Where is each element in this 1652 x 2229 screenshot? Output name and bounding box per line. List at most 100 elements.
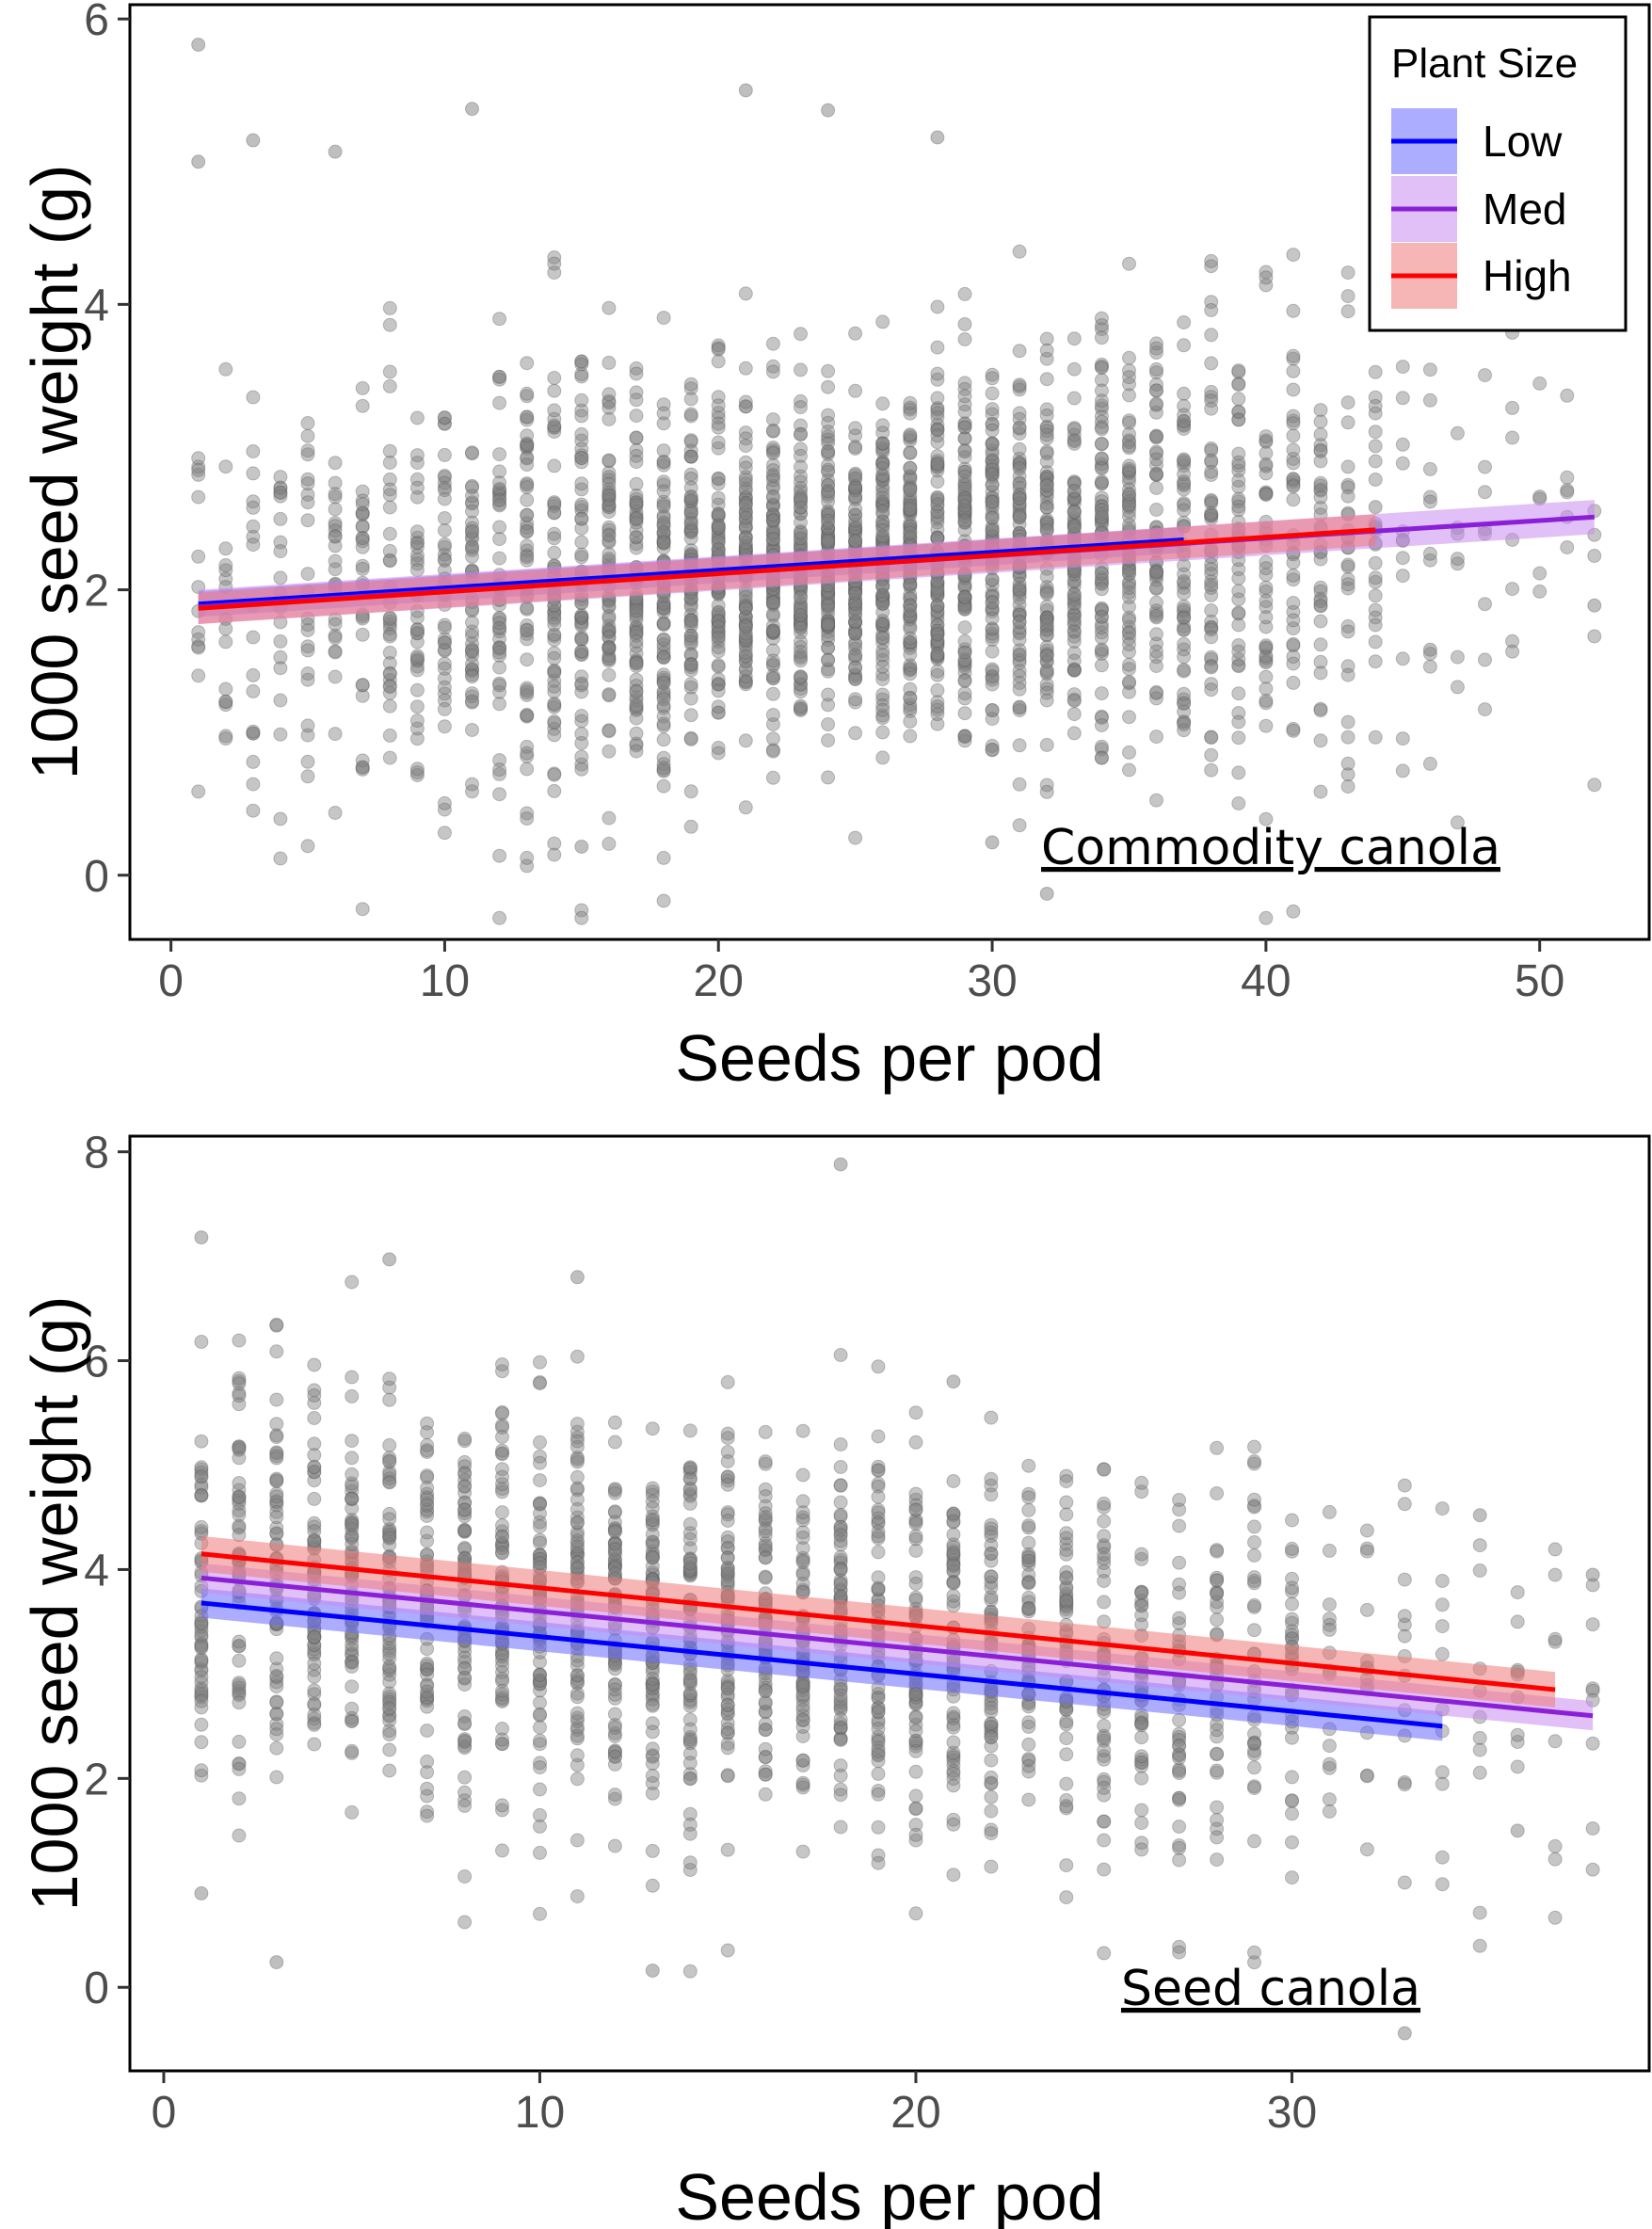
data-point [683,636,698,651]
data-point [794,426,808,441]
data-point [1097,1731,1112,1746]
data-point [629,495,644,510]
data-point [765,514,780,529]
data-point [738,394,753,409]
data-point [1149,659,1163,673]
data-point [957,674,972,688]
data-point [848,524,863,539]
data-point [574,409,589,424]
data-point [300,718,315,733]
data-point [821,444,836,459]
data-point [520,688,535,702]
data-point [1395,551,1410,566]
data-point [300,513,315,528]
data-point [1397,1609,1412,1624]
data-point [1012,490,1027,505]
data-point [794,610,808,625]
data-point [794,500,808,515]
data-point [738,520,753,535]
data-point [547,698,562,713]
data-point [520,516,535,531]
data-point [908,1405,923,1420]
data-point [1368,634,1383,649]
data-point [738,630,753,645]
data-point [328,628,343,643]
data-point [656,633,671,648]
data-point [985,467,1000,482]
data-point [1510,1759,1525,1774]
data-point [683,660,698,675]
data-point [1286,428,1301,443]
data-point [345,1370,360,1385]
data-point [1397,1777,1412,1792]
data-point [738,609,753,624]
data-point [821,584,836,599]
data-point [930,474,945,489]
data-point [1472,1765,1487,1780]
data-point [574,547,589,562]
data-point [711,614,726,629]
data-point [569,1270,585,1285]
data-point [1313,552,1328,567]
data-point [848,649,863,664]
data-point [520,389,535,404]
data-point [1286,382,1301,397]
data-point [875,514,890,529]
data-point [465,656,479,671]
data-point [300,495,315,510]
data-point [1450,649,1465,665]
data-point [601,411,617,426]
data-point [711,490,726,505]
data-point [1134,1716,1149,1731]
data-point [629,726,644,741]
data-point [1122,370,1136,385]
data-point [300,617,315,633]
x-tick-label: 0 [152,2088,177,2138]
data-point [848,695,863,710]
data-point [833,1788,848,1803]
data-point [711,420,726,435]
data-point [601,492,617,507]
data-point [682,1482,698,1496]
data-point [437,632,452,647]
data-point [765,512,780,527]
data-point [601,482,617,497]
data-point [601,393,617,409]
data-point [683,648,698,663]
data-point [765,770,780,785]
data-point [520,553,535,568]
data-point [520,436,535,451]
data-point [307,1357,322,1372]
data-point [382,1453,397,1468]
data-point [345,1679,360,1694]
data-point [711,341,726,356]
data-point [1149,429,1163,444]
data-point [629,510,644,525]
data-point [758,1550,773,1565]
data-point [495,1683,509,1698]
data-point [683,504,698,519]
data-point [985,510,1000,525]
data-point [495,1649,509,1664]
data-point [711,435,726,450]
data-point [848,492,863,506]
data-point [492,766,507,781]
data-point [1340,415,1355,430]
data-point [232,1440,247,1455]
data-point [656,532,671,546]
data-point [1259,429,1274,444]
data-point [656,650,671,665]
data-point [437,547,452,562]
data-point [495,1469,509,1484]
data-point [574,433,589,448]
data-point [465,667,479,682]
data-point [495,1406,509,1421]
panel-label: Commodity canola [1041,820,1500,876]
data-point [794,506,808,521]
data-point [656,716,671,731]
data-point [871,1766,886,1781]
data-point [307,1737,322,1752]
data-point [875,456,890,471]
data-point [382,656,397,671]
data-point [1134,1842,1149,1857]
